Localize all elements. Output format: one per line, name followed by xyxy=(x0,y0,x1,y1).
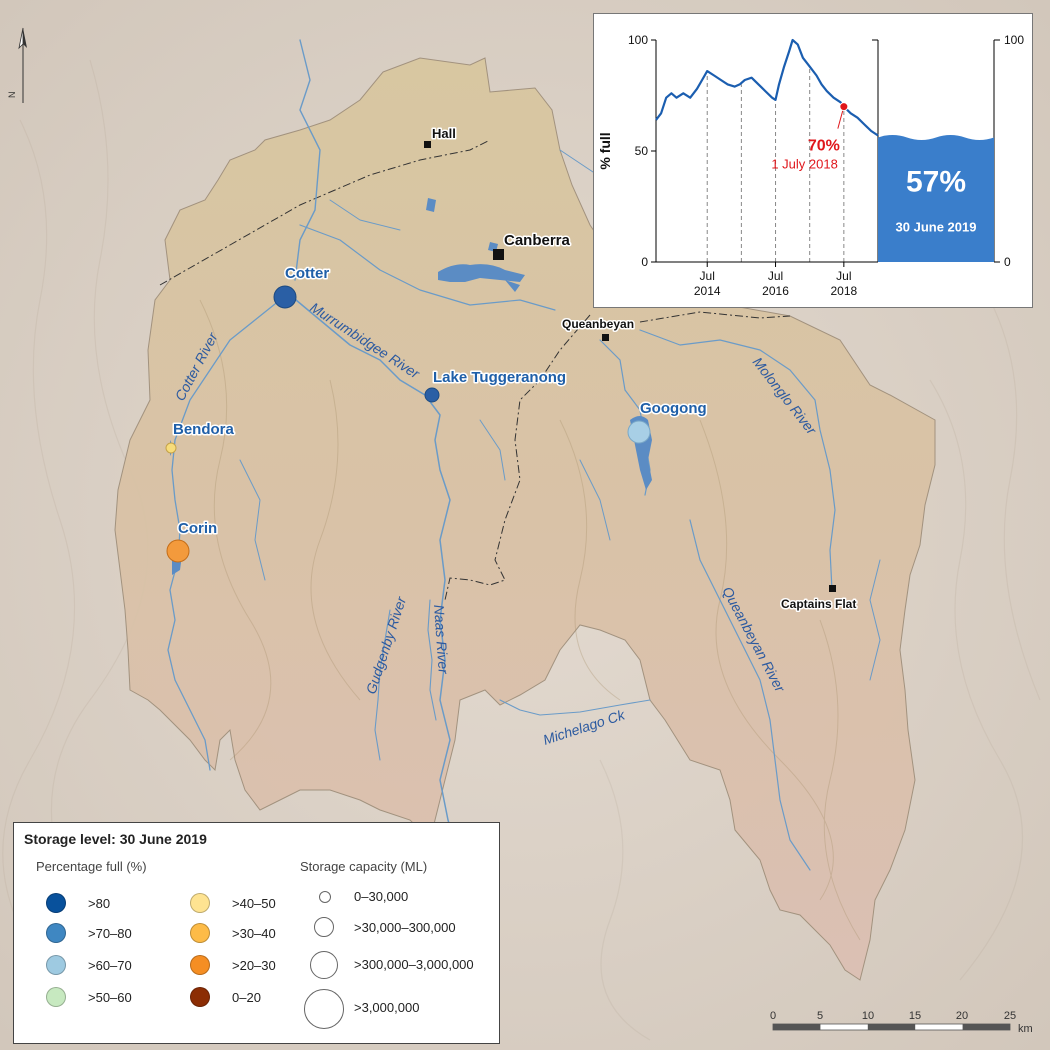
north-label: N xyxy=(7,92,17,99)
river-label-naas: Naas River xyxy=(431,604,452,676)
storage-symbol-bendora[interactable] xyxy=(165,442,177,454)
town-label-canberra: Canberra xyxy=(504,232,571,249)
town-label-captains-flat: Captains Flat xyxy=(781,597,856,611)
legend-class-30-40: >30–40 xyxy=(190,923,276,943)
storage-trend-inset: 0 50 100% full Jul 2014 Jul 2016 Jul 2018 0 100 57%… xyxy=(593,13,1033,308)
storage-label-lake-tuggeranong: Lake Tuggeranong xyxy=(433,369,566,386)
river-network xyxy=(167,39,881,871)
right-axis-label-100: 100 xyxy=(1004,33,1024,47)
legend-swatch xyxy=(46,987,66,1007)
y-axis-title: % full xyxy=(597,132,613,169)
legend-class-50-60: >50–60 xyxy=(46,987,132,1007)
annotation-value: 70% xyxy=(808,138,840,155)
legend-swatch xyxy=(46,955,66,975)
storage-label-cotter: Cotter xyxy=(285,265,329,282)
annotation-date: 1 July 2018 xyxy=(771,157,838,172)
legend-class-70-80: >70–80 xyxy=(46,923,132,943)
legend-swatch xyxy=(190,893,210,913)
scale-tick-25: 25 xyxy=(1004,1010,1016,1022)
x-tick-year-0: 2014 xyxy=(694,284,721,298)
legend-class-gt80: >80 xyxy=(46,893,110,913)
scale-tick-0: 0 xyxy=(770,1010,776,1022)
town-marker-hall[interactable] xyxy=(424,141,431,148)
legend-capacity-0-30k: 0–30,000 xyxy=(354,889,409,904)
right-axis-label-0: 0 xyxy=(1004,255,1011,269)
scale-bar: 0 5 10 15 20 25 km xyxy=(770,1010,1033,1035)
scale-unit: km xyxy=(1018,1023,1033,1035)
capacity-ring-medium xyxy=(314,917,334,937)
legend-class-0-20: 0–20 xyxy=(190,987,261,1007)
legend-capacity-300k-3m: >300,000–3,000,000 xyxy=(354,957,474,972)
x-tick-month-2: Jul xyxy=(836,269,851,283)
north-arrow: N xyxy=(7,27,27,103)
annotation-point xyxy=(839,102,849,112)
legend-swatch xyxy=(190,923,210,943)
legend-title: Storage level: 30 June 2019 xyxy=(24,831,207,847)
territory-border-north xyxy=(159,139,491,286)
legend-swatch xyxy=(46,923,66,943)
catchment-hillshade xyxy=(199,299,861,941)
capacity-ring-xlarge xyxy=(304,989,344,1029)
storage-series-line xyxy=(655,38,879,137)
capacity-ring-small xyxy=(319,891,331,903)
x-tick-year-1: 2016 xyxy=(762,284,789,298)
lake-burley-griffin xyxy=(438,264,525,282)
legend-swatch xyxy=(46,893,66,913)
town-marker-queanbeyan[interactable] xyxy=(602,334,609,341)
legend-swatch xyxy=(190,987,210,1007)
tank-water-fill xyxy=(878,134,994,262)
scale-tick-5: 5 xyxy=(817,1010,823,1022)
current-level-value: 57% xyxy=(906,165,966,198)
town-marker-canberra[interactable] xyxy=(493,249,504,260)
legend-percent-title: Percentage full (%) xyxy=(36,859,147,874)
x-tick-month-0: Jul xyxy=(700,269,715,283)
capacity-ring-large xyxy=(310,951,338,979)
y-tick-label-0: 0 xyxy=(641,255,648,269)
storage-label-bendora: Bendora xyxy=(173,421,235,438)
x-tick-year-2: 2018 xyxy=(830,284,857,298)
legend-class-20-30: >20–30 xyxy=(190,955,276,975)
current-level-date: 30 June 2019 xyxy=(896,219,977,234)
legend-class-60-70: >60–70 xyxy=(46,955,132,975)
legend-class-40-50: >40–50 xyxy=(190,893,276,913)
scale-tick-10: 10 xyxy=(862,1010,874,1022)
territory-border-east xyxy=(444,314,591,601)
scale-tick-20: 20 xyxy=(956,1010,968,1022)
legend-capacity-30k-300k: >30,000–300,000 xyxy=(354,920,456,935)
storage-label-googong: Googong xyxy=(640,400,707,417)
storage-symbol-lake-tuggeranong[interactable] xyxy=(424,387,440,403)
storage-symbol-googong[interactable] xyxy=(627,420,651,444)
legend-swatch xyxy=(190,955,210,975)
storage-symbol-corin[interactable] xyxy=(166,539,190,563)
legend-capacity-title: Storage capacity (ML) xyxy=(300,859,428,874)
y-tick-label-50: 50 xyxy=(635,144,649,158)
town-marker-captains-flat[interactable] xyxy=(829,585,836,592)
legend-capacity-gt3m: >3,000,000 xyxy=(354,1000,420,1015)
storage-symbol-cotter[interactable] xyxy=(273,285,297,309)
catchment-area xyxy=(114,57,936,981)
town-label-queanbeyan: Queanbeyan xyxy=(562,317,634,331)
x-tick-month-1: Jul xyxy=(768,269,783,283)
legend-panel: Storage level: 30 June 2019 Percentage f… xyxy=(13,822,500,1044)
town-label-hall: Hall xyxy=(432,126,456,141)
y-tick-label-100: 100 xyxy=(628,33,648,47)
scale-tick-15: 15 xyxy=(909,1010,921,1022)
storage-label-corin: Corin xyxy=(178,520,217,537)
